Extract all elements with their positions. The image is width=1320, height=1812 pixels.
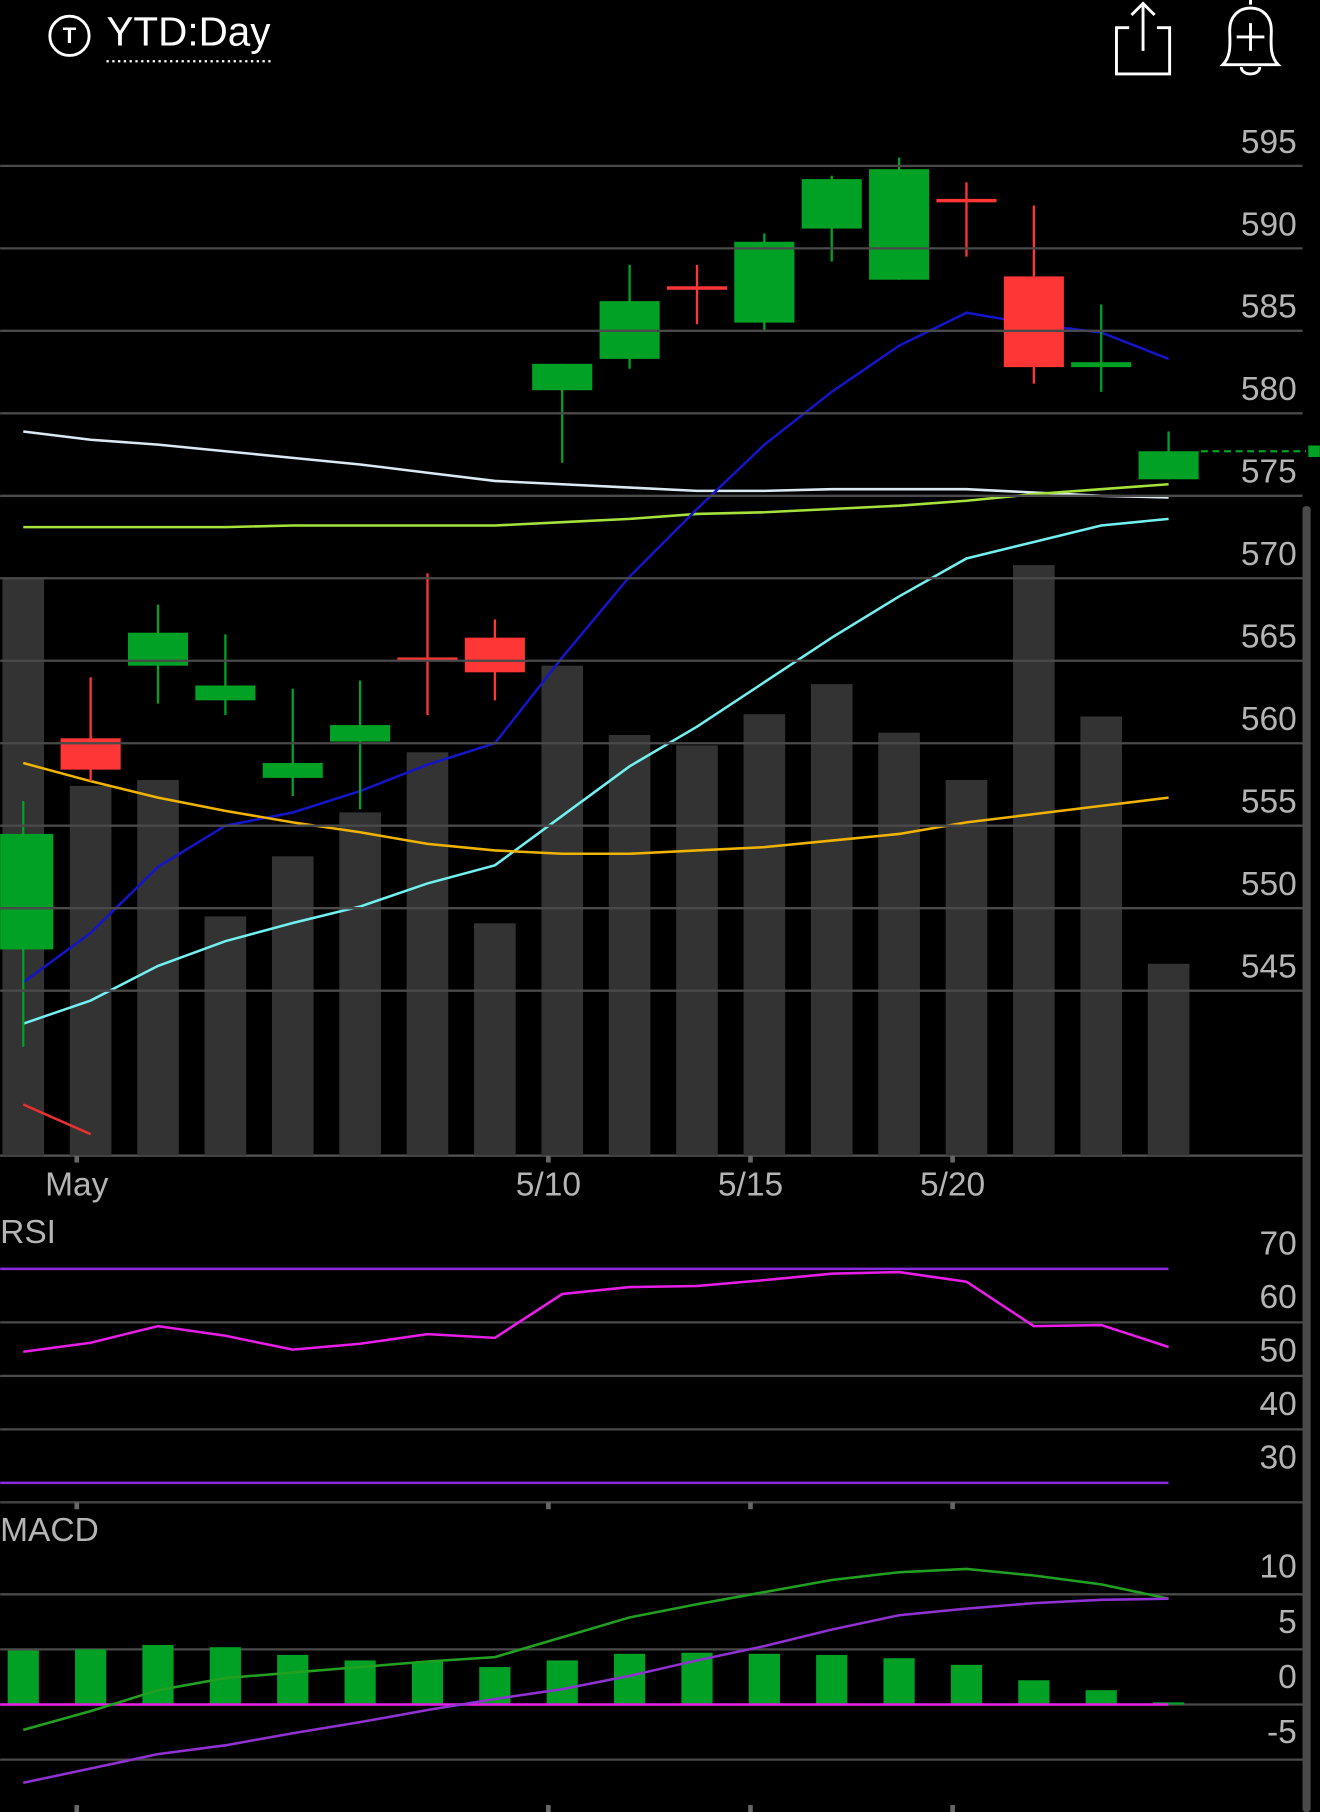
histogram-bar xyxy=(950,1664,983,1705)
y-tick-label: 550 xyxy=(1241,866,1297,903)
panel-title: MACD xyxy=(0,1512,99,1549)
y-tick-label: 30 xyxy=(1259,1440,1296,1477)
y-tick-label: 585 xyxy=(1241,289,1297,326)
indicator-line xyxy=(22,517,1169,1025)
volume-bar xyxy=(1147,963,1190,1156)
histogram-bar xyxy=(816,1654,848,1705)
volume-bar xyxy=(406,752,449,1156)
volume-bar xyxy=(1080,716,1123,1156)
last-price-tag xyxy=(1308,445,1320,458)
indicator-line xyxy=(22,761,1169,856)
alert-button[interactable] xyxy=(1219,0,1282,76)
timeframe-selector[interactable]: YTD:Day xyxy=(106,8,271,54)
share-button[interactable] xyxy=(1115,1,1172,76)
y-tick-label: 570 xyxy=(1241,536,1297,573)
histogram-bar xyxy=(277,1654,309,1705)
candle-body xyxy=(666,286,728,290)
x-tick-label: 5/20 xyxy=(920,1167,985,1204)
volume-bar xyxy=(204,916,247,1156)
candle-body xyxy=(1003,276,1064,368)
y-tick-label: 560 xyxy=(1241,701,1297,738)
candle-body xyxy=(464,637,525,673)
histogram-bar xyxy=(1152,1702,1185,1705)
y-tick-label: 5 xyxy=(1278,1604,1297,1641)
histogram-bar xyxy=(1085,1690,1117,1705)
ticker-icon[interactable] xyxy=(48,14,91,57)
volume-bar xyxy=(878,732,920,1156)
candle-body xyxy=(0,833,54,950)
scrollbar[interactable] xyxy=(1302,506,1311,1812)
indicator-line xyxy=(23,1270,1169,1354)
volume-bar xyxy=(137,780,179,1156)
candle-body xyxy=(397,657,458,661)
y-tick-label: 580 xyxy=(1241,371,1297,408)
histogram-bar xyxy=(7,1650,39,1705)
price-plot xyxy=(0,157,1199,1156)
candle-body xyxy=(1138,451,1199,480)
indicator-line xyxy=(22,1597,1169,1785)
volume-bar xyxy=(69,785,112,1156)
y-tick-label: 50 xyxy=(1259,1333,1296,1370)
histogram-bar xyxy=(748,1653,780,1705)
candle-body xyxy=(936,198,997,203)
y-tick-label: 555 xyxy=(1241,784,1297,821)
y-tick-label: 545 xyxy=(1241,949,1297,986)
volume-bar xyxy=(339,812,381,1156)
histogram-bar xyxy=(883,1658,915,1705)
histogram-bar xyxy=(1018,1680,1050,1705)
candle-body xyxy=(869,169,930,280)
histogram-bar xyxy=(75,1649,107,1705)
y-tick-label: 60 xyxy=(1259,1279,1296,1316)
y-tick-label: 70 xyxy=(1259,1226,1296,1263)
ticker-icon-letter: T xyxy=(63,23,77,48)
candle-body xyxy=(330,725,391,742)
indicator-line xyxy=(22,311,1170,984)
y-tick-label: 565 xyxy=(1241,619,1297,656)
indicator-line xyxy=(23,430,1169,499)
candle-body xyxy=(1071,362,1132,368)
y-tick-label: 0 xyxy=(1278,1659,1297,1696)
volume-bar xyxy=(945,780,988,1156)
y-tick-label: 575 xyxy=(1241,454,1297,491)
volume-bar xyxy=(810,684,853,1156)
candle-body xyxy=(195,685,256,701)
volume-bar xyxy=(676,745,718,1156)
panel-title: RSI xyxy=(0,1214,56,1251)
y-tick-label: 595 xyxy=(1241,124,1297,161)
volume-bar xyxy=(271,856,314,1156)
x-tick-label: 5/10 xyxy=(516,1167,581,1204)
y-tick-label: -5 xyxy=(1267,1714,1297,1751)
volume-bar xyxy=(608,734,651,1156)
histogram-bar xyxy=(142,1644,174,1705)
candle-body xyxy=(801,179,862,229)
volume-bar xyxy=(541,665,584,1156)
indicator-line xyxy=(22,1103,92,1136)
volume-bar xyxy=(743,714,786,1156)
candle-body xyxy=(262,763,323,778)
candle-body xyxy=(734,241,795,323)
candle-body xyxy=(532,363,593,391)
y-tick-label: 590 xyxy=(1241,206,1297,243)
histogram-bar xyxy=(209,1647,241,1705)
indicator-line xyxy=(22,1567,1169,1732)
x-tick-label: May xyxy=(45,1167,109,1204)
y-tick-label: 40 xyxy=(1259,1386,1296,1423)
histogram-bar xyxy=(411,1661,444,1705)
x-tick-label: 5/15 xyxy=(718,1167,783,1204)
indicator-line xyxy=(23,482,1169,529)
histogram-bar xyxy=(546,1660,578,1705)
volume-bar xyxy=(1013,565,1055,1156)
y-tick-label: 10 xyxy=(1259,1549,1296,1586)
volume-bar xyxy=(474,923,516,1156)
